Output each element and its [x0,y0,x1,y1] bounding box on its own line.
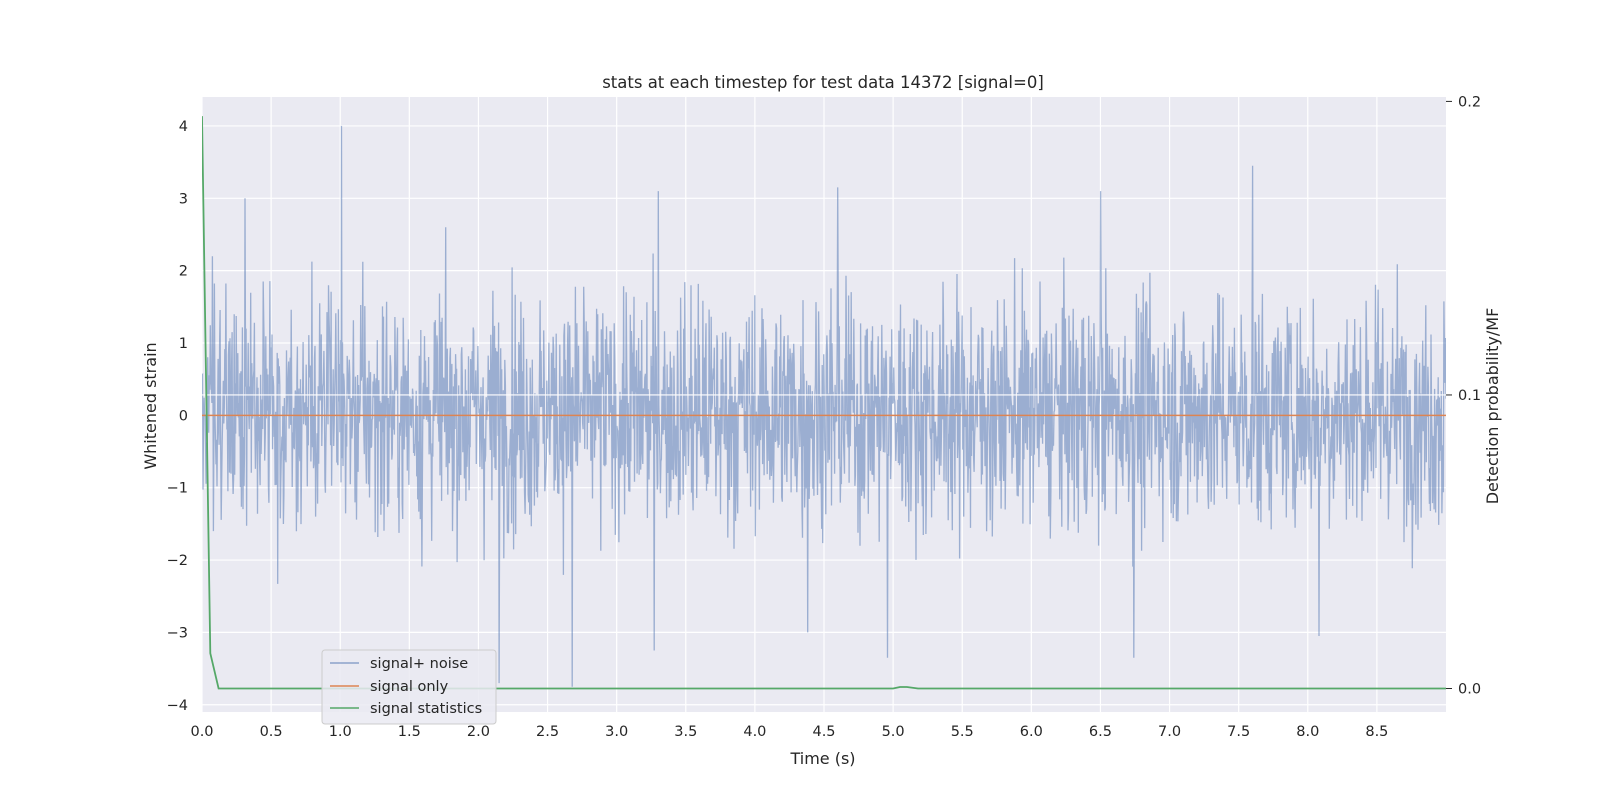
x-axis-ticks: 0.0 0.5 1.0 1.5 2.0 2.5 3.0 3.5 4.0 4.5 5.0 5.5 6.0 6… [190,724,1388,740]
x-tick-label: 0.5 [260,724,283,740]
y-axis-label: Whitened strain [141,342,160,469]
right-axis-ticks: 0.2 0.1 0.0 [1446,94,1481,698]
legend-label-statistics: signal statistics [370,701,482,717]
x-tick-label: 0.0 [190,724,213,740]
x-tick-label: 2.5 [536,724,559,740]
y-tick-label: 1 [179,336,188,352]
x-tick-label: 2.0 [467,724,490,740]
legend-box [321,649,497,725]
x-tick-label: 4.0 [743,724,766,740]
x-tick-label: 1.5 [398,724,421,740]
x-tick-label: 6.5 [1089,724,1112,740]
x-tick-label: 5.0 [882,724,905,740]
x-tick-label: 3.5 [674,724,697,740]
y2-tick-label: 0.1 [1458,388,1481,404]
y-tick-label: −3 [167,625,188,641]
y-tick-label: 4 [179,119,188,135]
y-tick-label: −1 [167,481,188,497]
y2-tick-label: 0.2 [1458,94,1481,110]
y-tick-label: −2 [167,553,188,569]
legend-label-noise: signal+ noise [370,656,468,672]
series-signal-statistics [202,116,1446,690]
x-tick-label: 7.5 [1227,724,1250,740]
y-tick-label: 2 [179,264,188,280]
y2-axis-label: Detection probability/MF [1483,308,1502,505]
left-axis-ticks: 4 3 2 1 0 −1 −2 −3 −4 [167,119,188,714]
chart-title: stats at each timestep for test data 143… [602,73,1044,92]
legend-label-signal: signal only [370,679,449,695]
y-tick-label: −4 [167,698,188,714]
x-tick-label: 4.5 [812,724,835,740]
x-tick-label: 3.0 [605,724,628,740]
x-tick-label: 1.0 [329,724,352,740]
x-tick-label: 5.5 [951,724,974,740]
y2-tick-label: 0.0 [1458,682,1481,698]
y-tick-label: 0 [179,408,188,424]
x-tick-label: 6.0 [1020,724,1043,740]
series-layer [202,116,1446,690]
x-tick-label: 8.0 [1296,724,1319,740]
x-tick-label: 7.0 [1158,724,1181,740]
legend: signal+ noise signal only signal statist… [321,649,497,725]
y-tick-label: 3 [179,191,188,207]
x-tick-label: 8.5 [1365,724,1388,740]
x-axis-label: Time (s) [789,749,855,768]
